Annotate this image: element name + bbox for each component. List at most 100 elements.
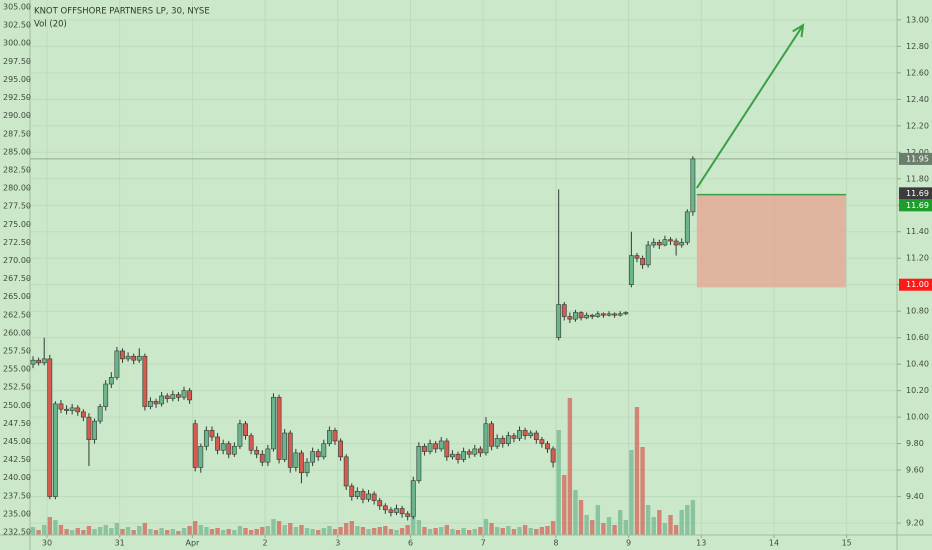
candle-body: [80, 411, 86, 418]
volume-bar: [467, 530, 472, 535]
volume-bar: [148, 529, 153, 535]
y2-tick-label: 240.00: [3, 473, 31, 482]
candle-body: [332, 430, 338, 442]
volume-bar: [243, 528, 248, 535]
volume-bar: [690, 500, 696, 535]
y2-tick-label: 237.50: [3, 491, 31, 500]
candle-body: [371, 493, 377, 501]
volume-bar: [343, 523, 349, 535]
candle-body: [354, 490, 360, 497]
candle-body: [612, 313, 617, 316]
candle-body: [511, 435, 517, 439]
volume-bar: [517, 527, 522, 535]
volume-bar: [679, 510, 684, 535]
volume-bar: [192, 521, 198, 535]
candle-body: [36, 359, 42, 364]
candle-body: [148, 400, 153, 407]
candle-body: [466, 451, 472, 455]
volume-bar: [617, 510, 623, 535]
candle-body: [92, 420, 97, 440]
candle-body: [231, 445, 237, 455]
volume-bar: [271, 519, 276, 535]
candle-body: [215, 436, 220, 451]
candle-body: [343, 456, 349, 487]
candle-body: [556, 304, 562, 338]
volume-bar: [64, 529, 69, 535]
volume-bar: [483, 519, 489, 535]
arrow-line: [695, 24, 804, 189]
candle-body: [209, 430, 215, 438]
volume-bar: [685, 505, 690, 535]
x-tick-label: 6: [408, 539, 413, 548]
candle-body: [259, 453, 265, 463]
x-tick-label: 31: [115, 539, 125, 548]
y-tick-label: 10.40: [906, 360, 929, 369]
volume-bar: [53, 520, 58, 535]
volume-bar: [494, 527, 500, 535]
y2-tick-label: 282.50: [3, 165, 31, 174]
candle-body: [282, 432, 288, 460]
y-tick-label: 11.80: [906, 174, 929, 183]
candle-body: [651, 242, 657, 246]
volume-bar: [500, 528, 505, 535]
x-tick-label: 2: [263, 539, 268, 548]
candle-body: [338, 440, 343, 458]
volume-bar: [383, 526, 388, 535]
y-tick-label: 9.40: [906, 492, 924, 501]
volume-bar: [567, 398, 573, 535]
y2-tick-label: 265.00: [3, 292, 31, 301]
volume-bar: [137, 526, 142, 535]
volume-bar: [584, 515, 589, 535]
volume-bar: [103, 525, 108, 535]
candle-body: [578, 312, 584, 319]
candle-body: [455, 453, 461, 460]
volume-bar: [276, 521, 282, 535]
volume-bar: [170, 529, 176, 535]
x-tick-label: 30: [42, 539, 52, 548]
candle-body: [533, 432, 539, 440]
volume-bar: [226, 529, 231, 535]
volume-bar: [248, 530, 254, 535]
candle-body: [690, 158, 696, 213]
volume-bar: [153, 530, 159, 535]
candle-body: [299, 452, 304, 474]
volume-bar: [92, 529, 97, 535]
volume-bar: [405, 525, 410, 535]
volume-bar: [640, 447, 645, 535]
y2-tick-label: 302.50: [3, 21, 31, 30]
volume-bar: [293, 527, 299, 535]
y2-tick-label: 250.00: [3, 401, 31, 410]
y2-tick-label: 290.00: [3, 111, 31, 120]
candle-body: [472, 448, 478, 455]
volume-bar: [461, 528, 466, 535]
x-tick-label: 13: [696, 539, 706, 548]
volume-bar: [606, 517, 612, 535]
candle-body: [640, 257, 645, 266]
volume-bar: [416, 520, 422, 535]
y-tick-label: 12.80: [906, 42, 929, 51]
volume-bar: [81, 530, 86, 535]
candle-body: [237, 423, 243, 447]
volume-bar: [506, 526, 511, 535]
volume-bar: [338, 527, 343, 535]
volume-bar: [209, 529, 215, 535]
candle-body: [153, 400, 159, 405]
candle-body: [584, 314, 590, 319]
volume-bar: [176, 531, 181, 535]
candle-body: [561, 304, 567, 317]
y2-tick-label: 287.50: [3, 129, 31, 138]
volume-bar: [455, 530, 461, 535]
candle-body: [494, 438, 500, 447]
volume-bar: [321, 528, 327, 535]
candle-body: [136, 355, 142, 361]
volume-bar: [30, 527, 36, 535]
volume-bar: [556, 430, 561, 535]
volume-bar: [673, 525, 679, 535]
candle-body: [427, 443, 433, 452]
volume-bar: [394, 530, 399, 535]
candle-body: [293, 452, 299, 468]
candle-body: [628, 255, 634, 286]
candle-body: [405, 513, 411, 517]
